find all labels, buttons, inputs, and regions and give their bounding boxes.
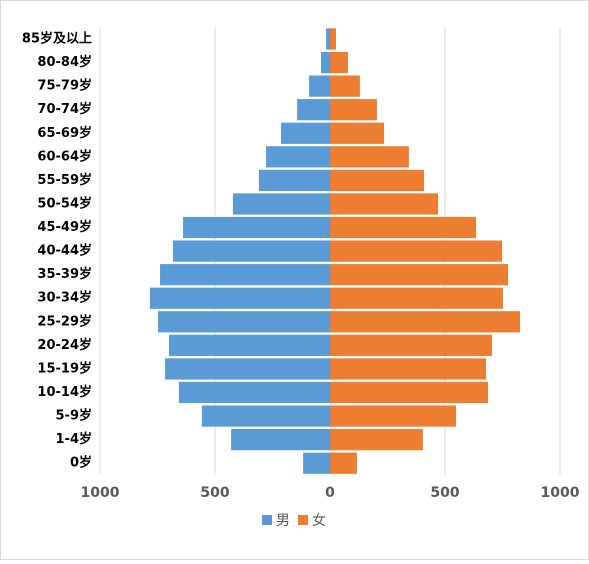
bar xyxy=(330,193,439,215)
bar xyxy=(330,334,492,356)
x-tick-label: 0 xyxy=(325,485,335,501)
bar xyxy=(258,169,330,192)
y-tick-label: 80-84岁 xyxy=(37,54,92,70)
bar xyxy=(330,381,489,404)
bar xyxy=(183,216,330,239)
bar xyxy=(330,28,336,50)
y-tick-label: 55-59岁 xyxy=(37,172,92,188)
legend-swatch xyxy=(298,515,308,525)
bar xyxy=(172,240,330,262)
y-tick-label: 85岁及以上 xyxy=(22,30,92,46)
y-tick-label: 35-39岁 xyxy=(37,266,92,282)
y-tick-label: 1-4岁 xyxy=(56,431,93,447)
bar xyxy=(326,28,330,50)
y-tick-label: 20-24岁 xyxy=(37,337,92,353)
bar xyxy=(330,311,520,333)
y-tick-label: 30-34岁 xyxy=(37,290,92,306)
bar xyxy=(165,358,330,380)
bar xyxy=(231,429,330,451)
bar xyxy=(178,381,330,404)
bar xyxy=(149,287,330,309)
bar xyxy=(330,122,385,144)
y-tick-label: 5-9岁 xyxy=(56,408,93,424)
y-tick-label: 0岁 xyxy=(70,455,92,471)
bar xyxy=(160,264,330,286)
y-tick-label: 50-54岁 xyxy=(37,195,92,211)
y-tick-label: 45-49岁 xyxy=(37,219,92,235)
bar xyxy=(303,452,330,474)
legend-swatch xyxy=(262,515,272,525)
bar xyxy=(330,75,360,97)
bar xyxy=(330,216,477,239)
y-tick-label: 15-19岁 xyxy=(37,360,92,376)
x-tick-label: 1000 xyxy=(81,485,120,501)
bar xyxy=(330,169,425,192)
bar xyxy=(266,146,330,168)
x-tick-label: 500 xyxy=(200,485,229,501)
bar xyxy=(281,122,330,144)
bar xyxy=(330,429,423,451)
bar xyxy=(330,146,409,168)
bar xyxy=(297,99,330,121)
legend-label: 女 xyxy=(312,512,326,529)
y-tick-label: 25-29岁 xyxy=(37,313,92,329)
bar xyxy=(330,405,457,427)
bar xyxy=(157,311,330,333)
bar xyxy=(330,99,377,121)
bar xyxy=(330,240,503,262)
x-tick-label: 1000 xyxy=(541,485,580,501)
y-tick-label: 75-79岁 xyxy=(37,78,92,94)
bar xyxy=(330,358,486,380)
bar xyxy=(330,452,357,474)
bar xyxy=(330,287,503,309)
y-tick-label: 60-64岁 xyxy=(37,148,92,164)
y-tick-label: 65-69岁 xyxy=(37,125,92,141)
bar xyxy=(309,75,330,97)
y-tick-label: 40-44岁 xyxy=(37,243,92,259)
bar xyxy=(330,264,509,286)
bar xyxy=(169,334,330,356)
bar xyxy=(330,51,348,74)
x-tick-label: 500 xyxy=(430,485,459,501)
legend-label: 男 xyxy=(276,513,290,529)
bar xyxy=(201,405,330,427)
y-tick-label: 70-74岁 xyxy=(37,101,92,117)
bar xyxy=(232,193,330,215)
y-tick-label: 10-14岁 xyxy=(37,384,92,400)
bar xyxy=(321,51,330,74)
